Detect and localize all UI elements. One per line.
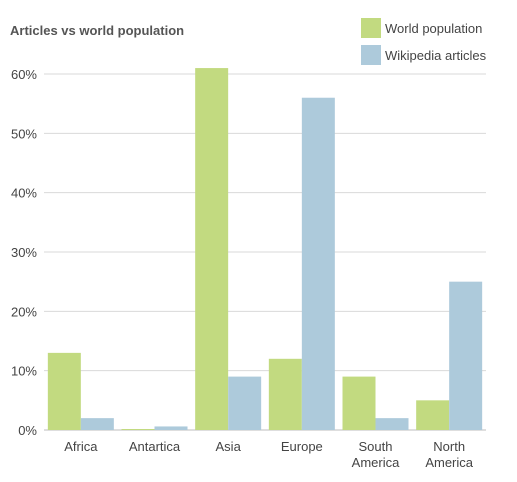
bars-layer	[47, 68, 483, 431]
y-tick-label: 0%	[18, 423, 37, 438]
y-tick-label: 20%	[11, 304, 37, 319]
legend-swatch	[361, 45, 381, 65]
y-tick-label: 50%	[11, 126, 37, 141]
bar	[342, 376, 376, 430]
x-tick-label: North	[433, 439, 465, 454]
bar	[80, 418, 114, 430]
bar	[154, 426, 188, 430]
legend-label: Wikipedia articles	[385, 48, 487, 63]
y-tick-label: 10%	[11, 364, 37, 379]
x-tick-label: Europe	[281, 439, 323, 454]
x-tick-label: America	[425, 455, 473, 470]
x-tick-label: South	[359, 439, 393, 454]
y-tick-label: 40%	[11, 186, 37, 201]
y-tick-label: 60%	[11, 67, 37, 82]
x-tick-label: Africa	[64, 439, 98, 454]
bar	[375, 418, 409, 430]
x-tick-label: Antartica	[129, 439, 181, 454]
bar	[268, 358, 302, 430]
legend: World population Wikipedia articles	[361, 18, 487, 65]
bar	[449, 281, 483, 430]
bar	[195, 68, 229, 431]
x-tick-label: Asia	[216, 439, 242, 454]
x-tick-label: America	[352, 455, 400, 470]
bar	[47, 352, 81, 430]
grid-layer	[44, 73, 486, 431]
bar	[228, 376, 262, 430]
bar	[121, 429, 155, 430]
legend-label: World population	[385, 21, 482, 36]
labels-layer: 0% 10% 20% 30% 40% 50% 60% Africa Antartica Asia E…	[11, 67, 474, 470]
legend-swatch	[361, 18, 381, 38]
y-tick-label: 30%	[11, 245, 37, 260]
bar	[416, 400, 450, 430]
bar	[301, 97, 335, 430]
chart-title: Articles vs world population	[10, 23, 184, 38]
